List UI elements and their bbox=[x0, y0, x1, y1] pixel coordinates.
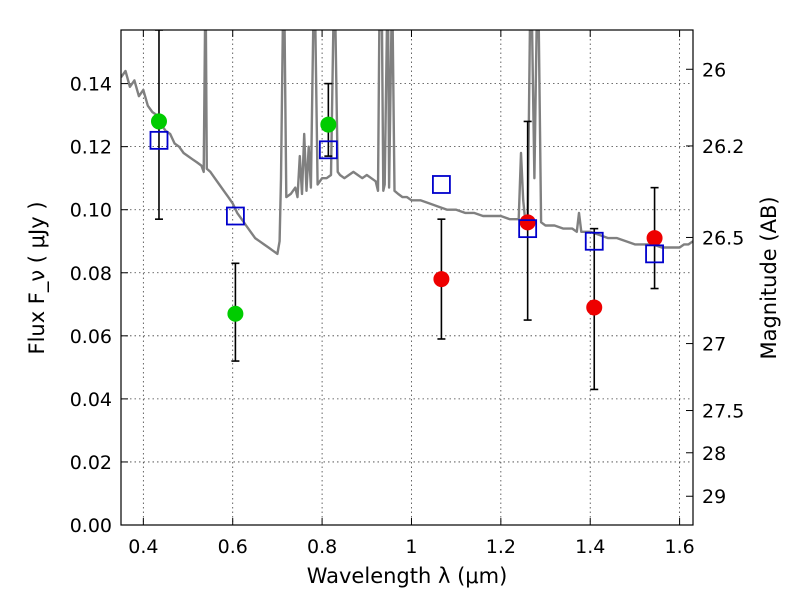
right-axis-title: Magnitude (AB) bbox=[757, 196, 781, 359]
right-tick-label: 29 bbox=[702, 486, 726, 508]
model-point bbox=[432, 175, 451, 194]
y-tick-label: 0.06 bbox=[70, 326, 112, 348]
right-tick-label: 28 bbox=[702, 443, 726, 465]
y-tick-label: 0.14 bbox=[70, 74, 112, 96]
model-point bbox=[584, 231, 604, 251]
y-axis-title: Flux F_ν ( μJy ) bbox=[25, 201, 50, 354]
x-tick-label: 0.8 bbox=[307, 536, 337, 558]
x-tick-label: 0.6 bbox=[218, 536, 248, 558]
photometry-point bbox=[150, 113, 167, 130]
photometry-point bbox=[519, 214, 536, 231]
photometry-point bbox=[227, 305, 244, 322]
right-tick-label: 26.2 bbox=[702, 136, 744, 158]
x-axis-ticks: 0.4 0.6 0.8 1 1.2 1.4 1.6 bbox=[128, 30, 695, 558]
model-point bbox=[645, 244, 664, 264]
model-spectrum bbox=[121, 30, 693, 256]
right-axis-ticks: 26 26.2 26.5 27 27.5 28 29 bbox=[686, 59, 744, 508]
photometry-point bbox=[586, 299, 603, 316]
right-tick-label: 27 bbox=[702, 334, 726, 356]
photometry-point bbox=[320, 116, 337, 133]
y-tick-label: 0.02 bbox=[70, 452, 112, 474]
model-point bbox=[318, 140, 338, 160]
x-tick-label: 1 bbox=[405, 536, 417, 558]
error-bars bbox=[154, 30, 659, 391]
y-axis-ticks: 0.00 0.02 0.04 0.06 0.08 0.10 0.12 0.14 bbox=[70, 74, 128, 537]
y-tick-label: 0.12 bbox=[70, 137, 112, 159]
y-tick-label: 0.08 bbox=[70, 263, 112, 285]
y-tick-label: 0.04 bbox=[70, 389, 112, 411]
x-tick-label: 1.6 bbox=[664, 536, 694, 558]
spectrum-line bbox=[121, 30, 693, 256]
y-tick-label: 0.10 bbox=[70, 200, 112, 222]
x-tick-label: 1.2 bbox=[486, 536, 516, 558]
data-markers bbox=[149, 113, 664, 322]
model-point bbox=[225, 206, 245, 226]
model-point bbox=[518, 219, 538, 239]
x-tick-label: 0.4 bbox=[128, 536, 158, 558]
plot-frame bbox=[120, 29, 694, 526]
grid bbox=[121, 30, 693, 526]
photometry-point bbox=[646, 230, 663, 247]
right-tick-label: 27.5 bbox=[702, 401, 744, 423]
x-axis-title: Wavelength λ (μm) bbox=[307, 564, 508, 588]
right-tick-label: 26.5 bbox=[702, 227, 744, 249]
y-tick-label: 0.00 bbox=[70, 515, 112, 537]
right-tick-label: 26 bbox=[702, 59, 726, 81]
model-point bbox=[149, 130, 169, 150]
photometry-point bbox=[433, 271, 450, 288]
x-tick-label: 1.4 bbox=[575, 536, 605, 558]
